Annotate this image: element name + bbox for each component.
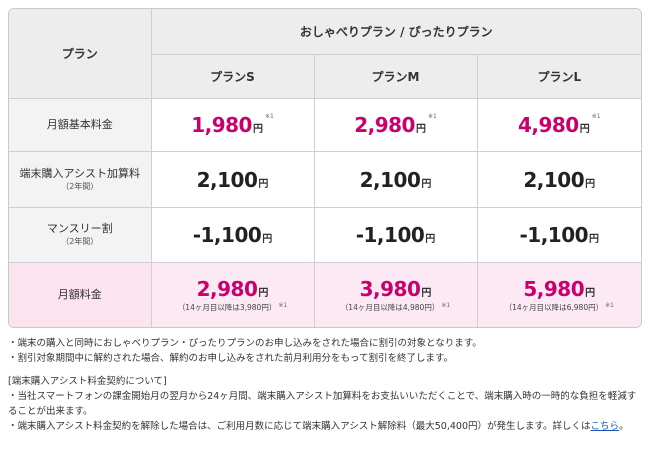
discount-plan-m: -1,100円 xyxy=(313,206,478,264)
footnote-mark: ※1 xyxy=(264,113,274,121)
row-label-text: 端末購入アシスト加算料 xyxy=(19,166,141,180)
row-label-basic-fee: 月額基本料金 xyxy=(9,98,152,153)
yen-unit: 円 xyxy=(425,233,436,245)
row-label-monthly-discount: マンスリー割 （2年間） xyxy=(9,206,152,264)
footnote-mark: ※1 xyxy=(605,302,614,310)
basic-fee-plan-s: 1,980円※1 xyxy=(150,98,315,153)
total-plan-l: 5,980円 （14ヶ月目以降は6,980円） ※1 xyxy=(476,262,641,327)
row-label-sub: （2年間） xyxy=(61,236,99,246)
yen-unit: 円 xyxy=(585,178,596,190)
yen-unit: 円 xyxy=(585,288,596,300)
price-value: 2,100 xyxy=(196,167,258,192)
footnote-mark: ※1 xyxy=(278,302,288,310)
total-plan-m: 3,980円 （14ヶ月目以降は4,980円） ※1 xyxy=(313,262,478,327)
yen-unit: 円 xyxy=(589,233,600,245)
price-value: 4,980 xyxy=(517,113,579,138)
assist-contract-heading: [端末購入アシスト料金契約について] xyxy=(8,376,167,387)
note-line: ・当社スマートフォンの課金開始月の翌月から24ヶ月間、端末購入アシスト加算料をお… xyxy=(8,391,637,417)
after-14-months-note: （14ヶ月目以降は6,980円） xyxy=(504,303,604,313)
note-text-end: 。 xyxy=(619,421,629,432)
yen-unit: 円 xyxy=(421,288,432,300)
yen-unit: 円 xyxy=(252,124,263,136)
price-value: -1,100 xyxy=(355,222,425,247)
total-plan-s: 2,980円 （14ヶ月目以降は3,980円） ※1 xyxy=(150,262,315,327)
spacer xyxy=(8,366,642,374)
footnote-mark: ※1 xyxy=(591,113,601,121)
column-plan-l: プランL xyxy=(476,53,641,100)
yen-unit: 円 xyxy=(258,178,269,190)
basic-fee-plan-l: 4,980円※1 xyxy=(476,98,641,153)
discount-plan-l: -1,100円 xyxy=(476,206,641,264)
price-value: -1,100 xyxy=(192,222,262,247)
details-link[interactable]: こちら xyxy=(590,421,620,432)
note-line: ・端末購入アシスト料金契約を解除した場合は、ご利用月数に応じて端末購入アシスト解… xyxy=(8,419,642,434)
plan-price-table: プラン おしゃべりプラン / ぴったりプラン プランS プランM プランL 月額… xyxy=(8,8,642,328)
footnote-mark: ※1 xyxy=(441,302,451,310)
footnote-mark: ※1 xyxy=(427,113,437,121)
note-line: ・割引対象期間中に解約された場合、解約のお申し込みをされた前月利用分をもって割引… xyxy=(8,353,454,364)
yen-unit: 円 xyxy=(421,178,432,190)
note-line: ・端末の購入と同時におしゃべりプラン・ぴったりプランのお申し込みをされた場合に割… xyxy=(8,338,482,349)
yen-unit: 円 xyxy=(258,288,269,300)
price-value: 2,980 xyxy=(196,277,258,302)
price-value: 3,980 xyxy=(359,277,421,302)
column-plan-s: プランS xyxy=(151,53,315,100)
price-value: 5,980 xyxy=(523,277,585,302)
after-14-months-note: （14ヶ月目以降は3,980円） xyxy=(177,303,277,313)
assist-fee-plan-s: 2,100円 xyxy=(150,151,315,208)
note-text: ・端末購入アシスト料金契約を解除した場合は、ご利用月数に応じて端末購入アシスト解… xyxy=(8,421,591,432)
row-label-text: マンスリー割 xyxy=(46,222,113,236)
price-value: 2,100 xyxy=(359,167,421,192)
yen-unit: 円 xyxy=(579,124,590,136)
price-value: -1,100 xyxy=(519,222,589,247)
after-14-months-note: （14ヶ月目以降は4,980円） xyxy=(340,303,440,313)
notes-section: ・端末の購入と同時におしゃべりプラン・ぴったりプランのお申し込みをされた場合に割… xyxy=(8,336,642,434)
discount-plan-s: -1,100円 xyxy=(150,206,315,264)
plan-group-header: おしゃべりプラン / ぴったりプラン xyxy=(150,9,641,55)
column-plan-m: プランM xyxy=(313,53,478,100)
row-label-assist-fee: 端末購入アシスト加算料 （2年間） xyxy=(9,151,152,208)
row-label-sub: （2年間） xyxy=(61,181,99,191)
assist-fee-plan-m: 2,100円 xyxy=(313,151,478,208)
price-value: 1,980 xyxy=(191,113,252,138)
row-label-monthly-total: 月額料金 xyxy=(9,262,152,327)
basic-fee-plan-m: 2,980円※1 xyxy=(313,98,478,153)
yen-unit: 円 xyxy=(262,233,273,245)
yen-unit: 円 xyxy=(415,124,426,136)
plan-header: プラン xyxy=(9,9,152,100)
assist-fee-plan-l: 2,100円 xyxy=(476,151,641,208)
price-value: 2,100 xyxy=(523,167,585,192)
price-value: 2,980 xyxy=(354,113,415,138)
